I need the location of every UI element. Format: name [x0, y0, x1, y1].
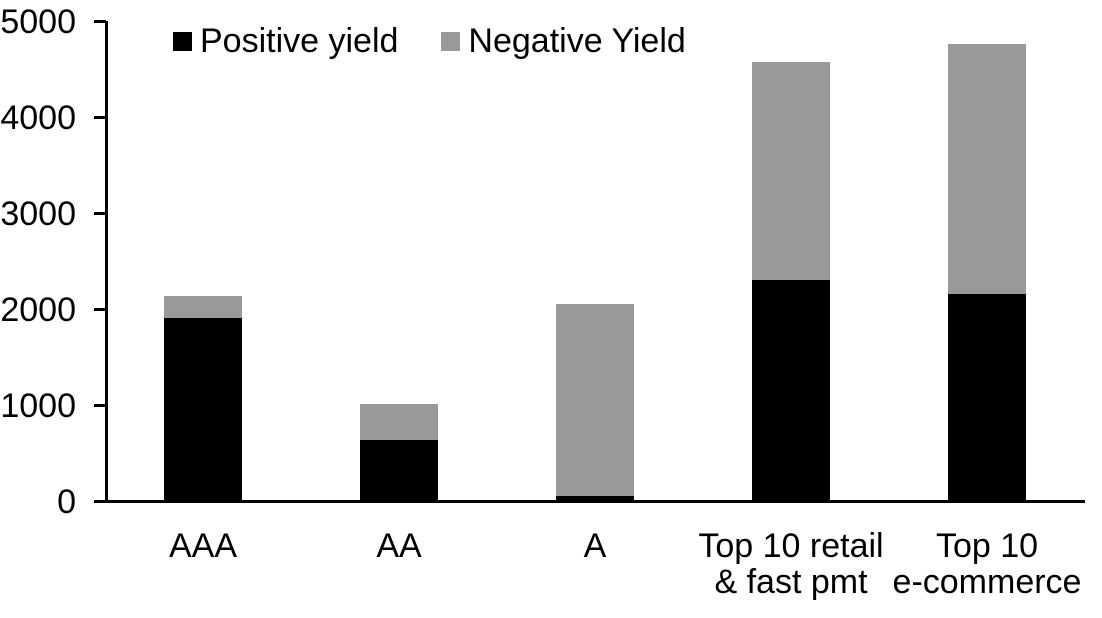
x-axis-label-line: & fast pmt	[714, 563, 868, 601]
bar-segment-positive-yield-a	[556, 496, 634, 500]
bar-stack	[556, 304, 634, 500]
y-tick-mark	[94, 308, 106, 311]
y-tick-mark	[94, 500, 106, 503]
bar-stack	[752, 62, 830, 500]
y-tick-label: 2000	[0, 291, 76, 329]
x-axis-label-line: Top 10 retail	[698, 527, 884, 565]
x-axis-label-aa: AA	[271, 528, 527, 564]
bar-slot-aaa	[105, 20, 301, 500]
y-tick-mark	[94, 212, 106, 215]
bar-segment-positive-yield-top-10-retail-fast-pmt	[752, 280, 830, 500]
x-axis-label-aaa: AAA	[75, 528, 331, 564]
y-tick-mark	[94, 404, 106, 407]
bar-stack	[164, 295, 242, 500]
x-axis-label-line: e-commerce	[892, 563, 1082, 601]
y-axis-line	[105, 21, 108, 503]
bar-slot-aa	[301, 20, 497, 500]
x-axis-label-line: A	[583, 527, 607, 565]
bar-segment-positive-yield-aaa	[164, 317, 242, 500]
bar-segment-negative-yield-aaa	[164, 295, 242, 318]
bar-segment-negative-yield-a	[556, 304, 634, 497]
bar-segment-negative-yield-top-10-e-commerce	[948, 44, 1026, 294]
legend-swatch-icon	[441, 31, 461, 51]
legend-label: Negative Yield	[468, 22, 686, 60]
legend-item-negative-yield: Negative Yield	[441, 22, 686, 60]
bar-segment-negative-yield-aa	[360, 404, 438, 441]
bar-stack	[360, 404, 438, 500]
x-axis-label-a: A	[467, 528, 723, 564]
y-tick-mark	[94, 20, 106, 23]
x-axis-line	[95, 500, 1085, 503]
x-axis-label-line: AAA	[168, 527, 238, 565]
legend-item-positive-yield: Positive yield	[173, 24, 398, 58]
x-axis-label-top-10-e-commerce: Top 10 e-commerce	[859, 528, 1102, 600]
bar-slot-top-10-retail-fast-pmt	[693, 20, 889, 500]
legend-label: Positive yield	[200, 22, 399, 60]
bar-segment-negative-yield-top-10-retail-fast-pmt	[752, 62, 830, 281]
y-tick-label: 4000	[0, 99, 76, 137]
y-tick-label: 1000	[0, 387, 76, 425]
legend-swatch-icon	[173, 31, 192, 51]
x-axis-label-line: AA	[376, 527, 422, 565]
y-tick-mark	[94, 116, 106, 119]
bar-segment-positive-yield-top-10-e-commerce	[948, 293, 1026, 500]
legend: Positive yield Negative Yield	[173, 24, 686, 58]
bar-slot-top-10-e-commerce	[889, 20, 1085, 500]
y-tick-label: 5000	[0, 3, 76, 41]
x-axis-label-line: Top 10	[935, 527, 1039, 565]
y-tick-label: 0	[57, 483, 76, 521]
y-tick-label: 3000	[0, 195, 76, 233]
bar-segment-positive-yield-aa	[360, 440, 438, 500]
bar-stack	[948, 44, 1026, 500]
x-axis-label-top-10-retail-fast-pmt: Top 10 retail & fast pmt	[663, 528, 919, 600]
bar-slot-a	[497, 20, 693, 500]
